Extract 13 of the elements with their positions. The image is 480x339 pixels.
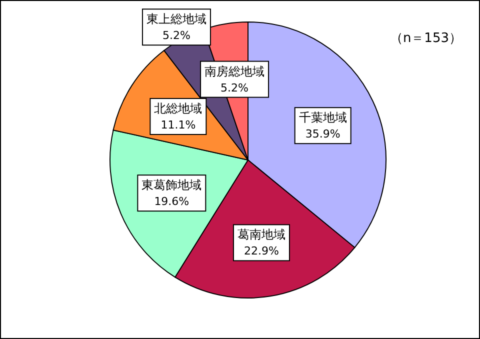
data-label: 5.2% [220, 81, 248, 94]
slice-label: 東葛飾地域 [142, 178, 202, 192]
slice-label: 葛南地域 [237, 228, 286, 242]
slice-label: 北総地域 [154, 101, 202, 116]
text: （n＝153） [390, 31, 462, 46]
slice-label: 南房総地域 [204, 64, 265, 78]
data-label: 5.2% [162, 29, 190, 42]
data-label: 11.1% [160, 118, 196, 132]
data-label: 35.9% [305, 128, 340, 141]
slice-label: 千葉地域 [298, 110, 347, 125]
data-label: 19.6% [154, 195, 190, 208]
slice-label: 東上総地域 [146, 12, 206, 26]
data-label: 22.9% [244, 244, 279, 258]
